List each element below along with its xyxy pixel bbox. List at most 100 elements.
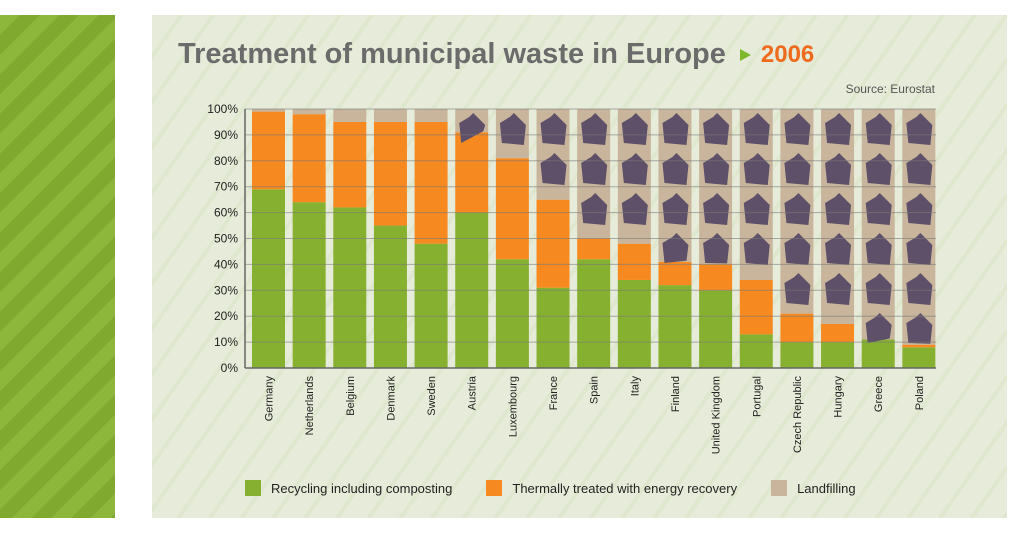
bar-segment-thermal <box>536 199 570 288</box>
y-tick-label: 30% <box>214 283 238 297</box>
y-tick-label: 10% <box>214 335 238 349</box>
legend: Recycling including composting Thermally… <box>245 480 856 496</box>
bar-segment-thermal <box>414 121 448 244</box>
bar-segment-landfill <box>373 109 407 122</box>
bar-segment-recycling <box>414 243 448 368</box>
bar-segment-thermal <box>821 323 855 343</box>
y-tick-label: 20% <box>214 309 238 323</box>
garbage-bag-icon <box>743 193 770 225</box>
x-tick-label: Germany <box>264 376 276 422</box>
x-tick-label: Italy <box>629 376 641 397</box>
bar-segment-recycling <box>333 207 367 368</box>
x-tick-label: Denmark <box>385 376 397 421</box>
x-tick-label: Netherlands <box>304 376 316 436</box>
garbage-bag-icon <box>784 233 811 265</box>
garbage-bag-icon <box>784 273 811 305</box>
bar-segment-thermal <box>780 313 814 343</box>
garbage-bag-icon <box>581 113 608 145</box>
bar-segment-landfill <box>902 109 936 345</box>
bar-segment-thermal <box>617 243 651 280</box>
y-tick-label: 50% <box>214 232 238 246</box>
garbage-bag-icon <box>865 193 892 225</box>
garbage-bag-icon <box>662 193 689 225</box>
garbage-bag-icon <box>703 113 730 145</box>
x-tick-label: Czech Republic <box>792 376 804 454</box>
bar-segment-thermal <box>902 344 936 348</box>
bar-segment-recycling <box>373 225 407 368</box>
y-tick-label: 40% <box>214 257 238 271</box>
garbage-bag-icon <box>662 113 689 145</box>
x-tick-label: Portugal <box>751 376 763 417</box>
legend-item-thermal: Thermally treated with energy recovery <box>486 480 737 496</box>
bar-segment-recycling <box>495 259 529 368</box>
garbage-bag-icon <box>621 193 648 225</box>
bar-segment-landfill <box>252 109 285 112</box>
garbage-bag-icon <box>825 193 852 225</box>
legend-label: Recycling including composting <box>271 480 453 496</box>
garbage-bag-icon <box>825 273 852 305</box>
garbage-bag-icon <box>703 233 730 264</box>
bar-segment-recycling <box>658 285 692 368</box>
y-tick-label: 80% <box>214 154 238 168</box>
garbage-bag-icon <box>743 113 770 145</box>
chart-title: Treatment of municipal waste in Europe <box>178 38 726 70</box>
legend-item-recycling: Recycling including composting <box>245 480 452 496</box>
garbage-bag-icon <box>906 113 933 145</box>
garbage-bag-icon <box>906 233 933 265</box>
x-tick-label: Hungary <box>833 376 845 418</box>
bar-segment-recycling <box>617 279 651 368</box>
x-tick-label: France <box>548 376 560 410</box>
legend-label: Landfilling <box>797 480 856 496</box>
arrow-icon <box>739 48 751 61</box>
garbage-bag-icon <box>662 233 689 263</box>
x-tick-label: Belgium <box>345 376 357 416</box>
bar-segment-recycling <box>577 259 611 368</box>
bar-segment-thermal <box>373 121 407 226</box>
x-tick-label: United Kingdom <box>711 376 723 454</box>
garbage-bag-icon <box>459 113 486 143</box>
legend-item-landfill: Landfilling <box>771 480 856 496</box>
garbage-bag-icon <box>784 113 811 145</box>
y-tick-label: 60% <box>214 206 238 220</box>
garbage-bag-icon <box>865 233 892 265</box>
chart-year: 2006 <box>760 40 815 68</box>
bar-segment-thermal <box>252 111 285 190</box>
bar-segment-thermal <box>333 121 367 208</box>
garbage-bag-icon <box>703 193 730 225</box>
legend-label: Thermally treated with energy recovery <box>512 480 738 496</box>
y-tick-label: 100% <box>207 102 238 116</box>
x-tick-label: Luxembourg <box>507 376 519 437</box>
garbage-bag-icon <box>865 273 892 305</box>
x-tick-label: Spain <box>589 376 601 404</box>
garbage-bag-icon <box>906 313 933 344</box>
y-tick-label: 70% <box>214 180 238 194</box>
legend-swatch-recycling <box>245 480 261 496</box>
garbage-bag-icon <box>621 113 648 145</box>
garbage-bag-icon <box>865 313 892 343</box>
bar-segment-recycling <box>821 342 855 368</box>
x-tick-label: Sweden <box>426 376 438 416</box>
bar-segment-thermal <box>495 158 529 260</box>
bar-segment-thermal <box>455 132 489 213</box>
bar-segment-recycling <box>739 334 773 368</box>
bar-segment-landfill <box>292 109 326 115</box>
legend-swatch-thermal <box>486 480 503 496</box>
garbage-bag-icon <box>906 193 933 225</box>
bar-segment-recycling <box>292 202 326 368</box>
x-tick-label: Finland <box>670 376 682 412</box>
bar-segment-thermal <box>699 264 733 291</box>
bar-segment-landfill <box>333 109 367 122</box>
garbage-bag-icon <box>906 273 933 305</box>
bar-segment-thermal <box>739 279 773 335</box>
bar-segment-recycling <box>902 347 936 368</box>
x-tick-label: Poland <box>914 376 926 410</box>
bar-segment-landfill <box>414 109 448 122</box>
bar-segment-thermal <box>577 238 611 260</box>
decorative-green-panel <box>0 15 115 518</box>
x-tick-label: Austria <box>467 375 479 410</box>
garbage-bag-icon <box>825 233 852 265</box>
source-note: Source: Eurostat <box>845 82 935 96</box>
garbage-bag-icon <box>825 113 852 145</box>
garbage-bag-icon <box>540 113 567 145</box>
